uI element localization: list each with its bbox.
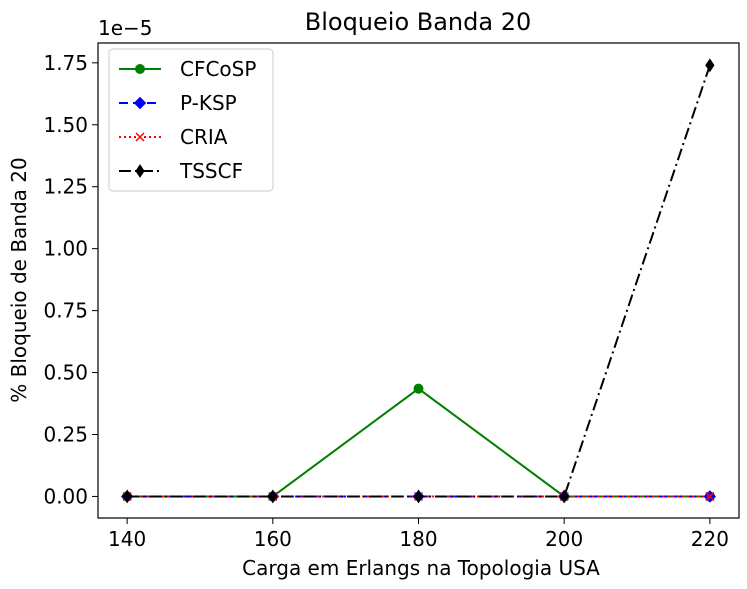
legend-marker-p-ksp <box>133 96 147 110</box>
legend-marker-cria-stroke-b <box>135 132 145 142</box>
point-cria-220 <box>705 491 715 501</box>
legend-item-tsscf: TSSCF <box>119 159 243 183</box>
point-cfcosp-180 <box>413 383 424 394</box>
series-tsscf <box>122 58 715 504</box>
legend-marker-tsscf <box>135 164 145 178</box>
series-line-cfcosp <box>127 387 710 498</box>
x-tick-label-140: 140 <box>108 527 146 551</box>
series-cfcosp <box>122 383 715 502</box>
x-tick-label-160: 160 <box>254 527 292 551</box>
point-tsscf-220 <box>705 58 715 73</box>
legend-label-cria: CRIA <box>180 125 228 149</box>
legend-item-p-ksp: P-KSP <box>119 91 237 115</box>
legend-label-tsscf: TSSCF <box>179 159 243 183</box>
y-axis: 0.00 0.25 0.50 0.75 1.00 1.25 1.50 1.75 <box>43 51 98 508</box>
y-axis-label: % Bloqueio de Banda 20 <box>7 157 31 402</box>
legend: CFCoSP P-KSP CRIA TSSCF <box>108 48 274 192</box>
point-tsscf-140 <box>122 489 132 504</box>
y-tick-label-6: 1.50 <box>43 113 88 137</box>
legend-box <box>108 48 274 192</box>
legend-item-cfcosp: CFCoSP <box>119 57 256 81</box>
y-tick-label-3: 0.75 <box>43 299 88 323</box>
point-tsscf-160 <box>268 489 278 504</box>
x-tick-label-200: 200 <box>545 527 583 551</box>
chart-title: Bloqueio Banda 20 <box>305 8 532 36</box>
x-axis: 140 160 180 200 220 <box>108 518 729 551</box>
y-tick-label-4: 1.00 <box>43 237 88 261</box>
y-tick-label-5: 1.25 <box>43 175 88 199</box>
x-axis-label: Carga em Erlangs na Topologia USA <box>242 556 600 580</box>
legend-marker-cfcosp <box>135 64 145 74</box>
legend-label-p-ksp: P-KSP <box>180 91 237 115</box>
legend-item-cria: CRIA <box>119 125 228 149</box>
x-tick-label-220: 220 <box>691 527 729 551</box>
y-tick-label-1: 0.25 <box>43 422 88 446</box>
y-offset-label: 1e−5 <box>98 16 153 40</box>
point-tsscf-200 <box>559 489 569 504</box>
legend-label-cfcosp: CFCoSP <box>180 57 256 81</box>
legend-marker-cria <box>135 132 145 142</box>
point-tsscf-180 <box>413 489 424 504</box>
y-tick-label-2: 0.50 <box>43 361 88 385</box>
point-cria-220-stroke-b <box>705 491 715 501</box>
x-tick-label-180: 180 <box>399 527 437 551</box>
plot-content <box>120 58 717 504</box>
y-tick-label-0: 0.00 <box>43 484 88 508</box>
y-tick-label-7: 1.75 <box>43 51 88 75</box>
